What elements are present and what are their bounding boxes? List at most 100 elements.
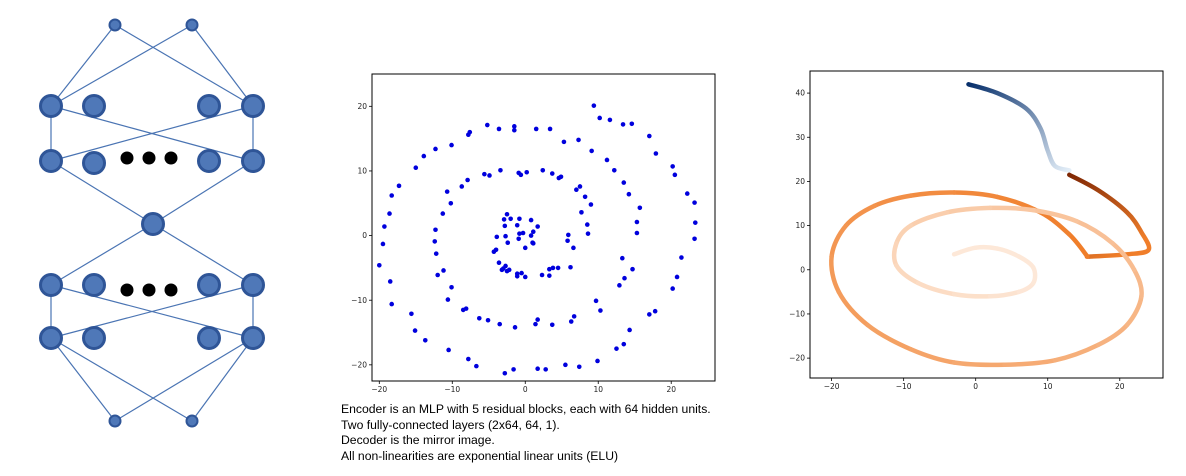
scatter-point [627, 327, 632, 333]
scatter-point [647, 312, 652, 317]
scatter-point [476, 316, 482, 321]
scatter-point [550, 265, 556, 271]
scatter-point [508, 216, 513, 222]
scatter-point [593, 298, 599, 304]
network-edge [50, 24, 116, 107]
network-edge [50, 223, 154, 286]
scatter-point [503, 233, 508, 239]
scatter-point [445, 297, 451, 302]
scatter-point [376, 263, 382, 268]
path-series-spiral-segment [951, 291, 993, 299]
scatter-point [620, 122, 626, 127]
network-edge [191, 24, 254, 107]
scatter-point [565, 238, 570, 244]
scatter-point [588, 202, 594, 207]
scatter-point [621, 180, 627, 185]
scatter-point [512, 325, 518, 330]
scatter-point [412, 328, 418, 333]
scatter-point [535, 317, 540, 322]
scatter-point [504, 211, 510, 217]
path-series-spiral-segment [951, 190, 1000, 200]
path-series-spiral-segment [1124, 294, 1144, 328]
path-x-tick-label: −20 [824, 382, 840, 391]
scatter-point [547, 273, 552, 278]
path-series-spiral-segment [894, 223, 914, 246]
caption: Encoder is an MLP with 5 residual blocks… [341, 402, 781, 464]
path-y-tick-label: −20 [789, 354, 805, 363]
scatter-point [433, 251, 439, 256]
path-series-spiral-segment [865, 322, 914, 352]
network-edge [50, 337, 193, 422]
scatter-axis-ticks: −20 −10 0 10 20 −20 −10 0 10 20 [351, 102, 676, 394]
scatter-point [387, 211, 392, 216]
scatter-point [568, 264, 573, 270]
path-series-spiral-segment [987, 205, 1036, 213]
scatter-point [674, 274, 680, 280]
ellipsis-dot [142, 151, 156, 165]
path-series-spiral-segment [1031, 207, 1079, 224]
scatter-x-tick-label: −10 [444, 385, 460, 394]
network-edge [50, 337, 116, 422]
path-series-spiral-segment [915, 280, 957, 297]
scatter-point [433, 146, 438, 152]
path-y-tick-label: −10 [789, 310, 805, 319]
network-node [241, 326, 265, 350]
scatter-point [422, 337, 428, 343]
network-node [82, 273, 106, 297]
ellipsis-dot [142, 283, 156, 297]
scatter-point [533, 126, 539, 132]
network-diagram [39, 18, 265, 428]
scatter-point [630, 266, 635, 272]
network-edge [114, 24, 254, 107]
path-y-tick-label: 0 [800, 265, 805, 274]
scatter-x-tick-label: 0 [523, 385, 528, 394]
path-series-spiral-segment [973, 244, 1000, 251]
path-series-spiral-segment [908, 190, 957, 198]
scatter-point [530, 229, 536, 235]
scatter-point [482, 171, 487, 177]
scatter-points [376, 103, 698, 376]
scatter-point [547, 266, 552, 272]
scatter-point [491, 249, 497, 255]
scatter-point [604, 157, 610, 163]
network-edge [191, 337, 254, 422]
scatter-point [494, 234, 500, 240]
scatter-point [576, 364, 582, 370]
scatter-point [582, 194, 588, 200]
caption-line-decoder: Decoder is the mirror image. [341, 433, 495, 448]
path-series-spiral-segment [872, 193, 914, 208]
path-series-spiral-segment [836, 289, 870, 328]
scatter-point [535, 366, 540, 372]
scatter-point [512, 127, 517, 133]
path-series-spiral-segment [1016, 254, 1036, 270]
scatter-point [555, 265, 561, 271]
path-x-tick-label: −10 [896, 382, 912, 391]
network-node [241, 149, 265, 173]
path-x-tick-label: 20 [1115, 382, 1125, 391]
scatter-point [503, 263, 508, 269]
scatter-point [446, 347, 451, 353]
scatter-point [435, 272, 440, 278]
path-axis-ticks: −20 −10 0 10 20 −20 −10 0 10 20 30 40 [789, 89, 1125, 391]
scatter-point [522, 245, 528, 251]
scatter-point [519, 270, 524, 276]
scatter-point [579, 210, 584, 215]
scatter-point [502, 223, 508, 229]
scatter-point [566, 232, 571, 238]
path-series-spiral-segment [1002, 358, 1058, 367]
network-edge [50, 284, 254, 339]
scatter-point [460, 307, 466, 313]
scatter-point [598, 308, 603, 313]
scatter-y-tick-label: −10 [351, 296, 367, 305]
network-node [197, 149, 221, 173]
scatter-point [498, 168, 503, 173]
scatter-point [692, 200, 697, 205]
path-series-spiral-segment [995, 246, 1022, 259]
scatter-point [444, 189, 450, 194]
network-node [185, 18, 199, 32]
network-node [197, 326, 221, 350]
scatter-point [679, 255, 684, 260]
scatter-point [584, 222, 590, 227]
scatter-point [487, 173, 492, 178]
scatter-point [637, 205, 643, 211]
